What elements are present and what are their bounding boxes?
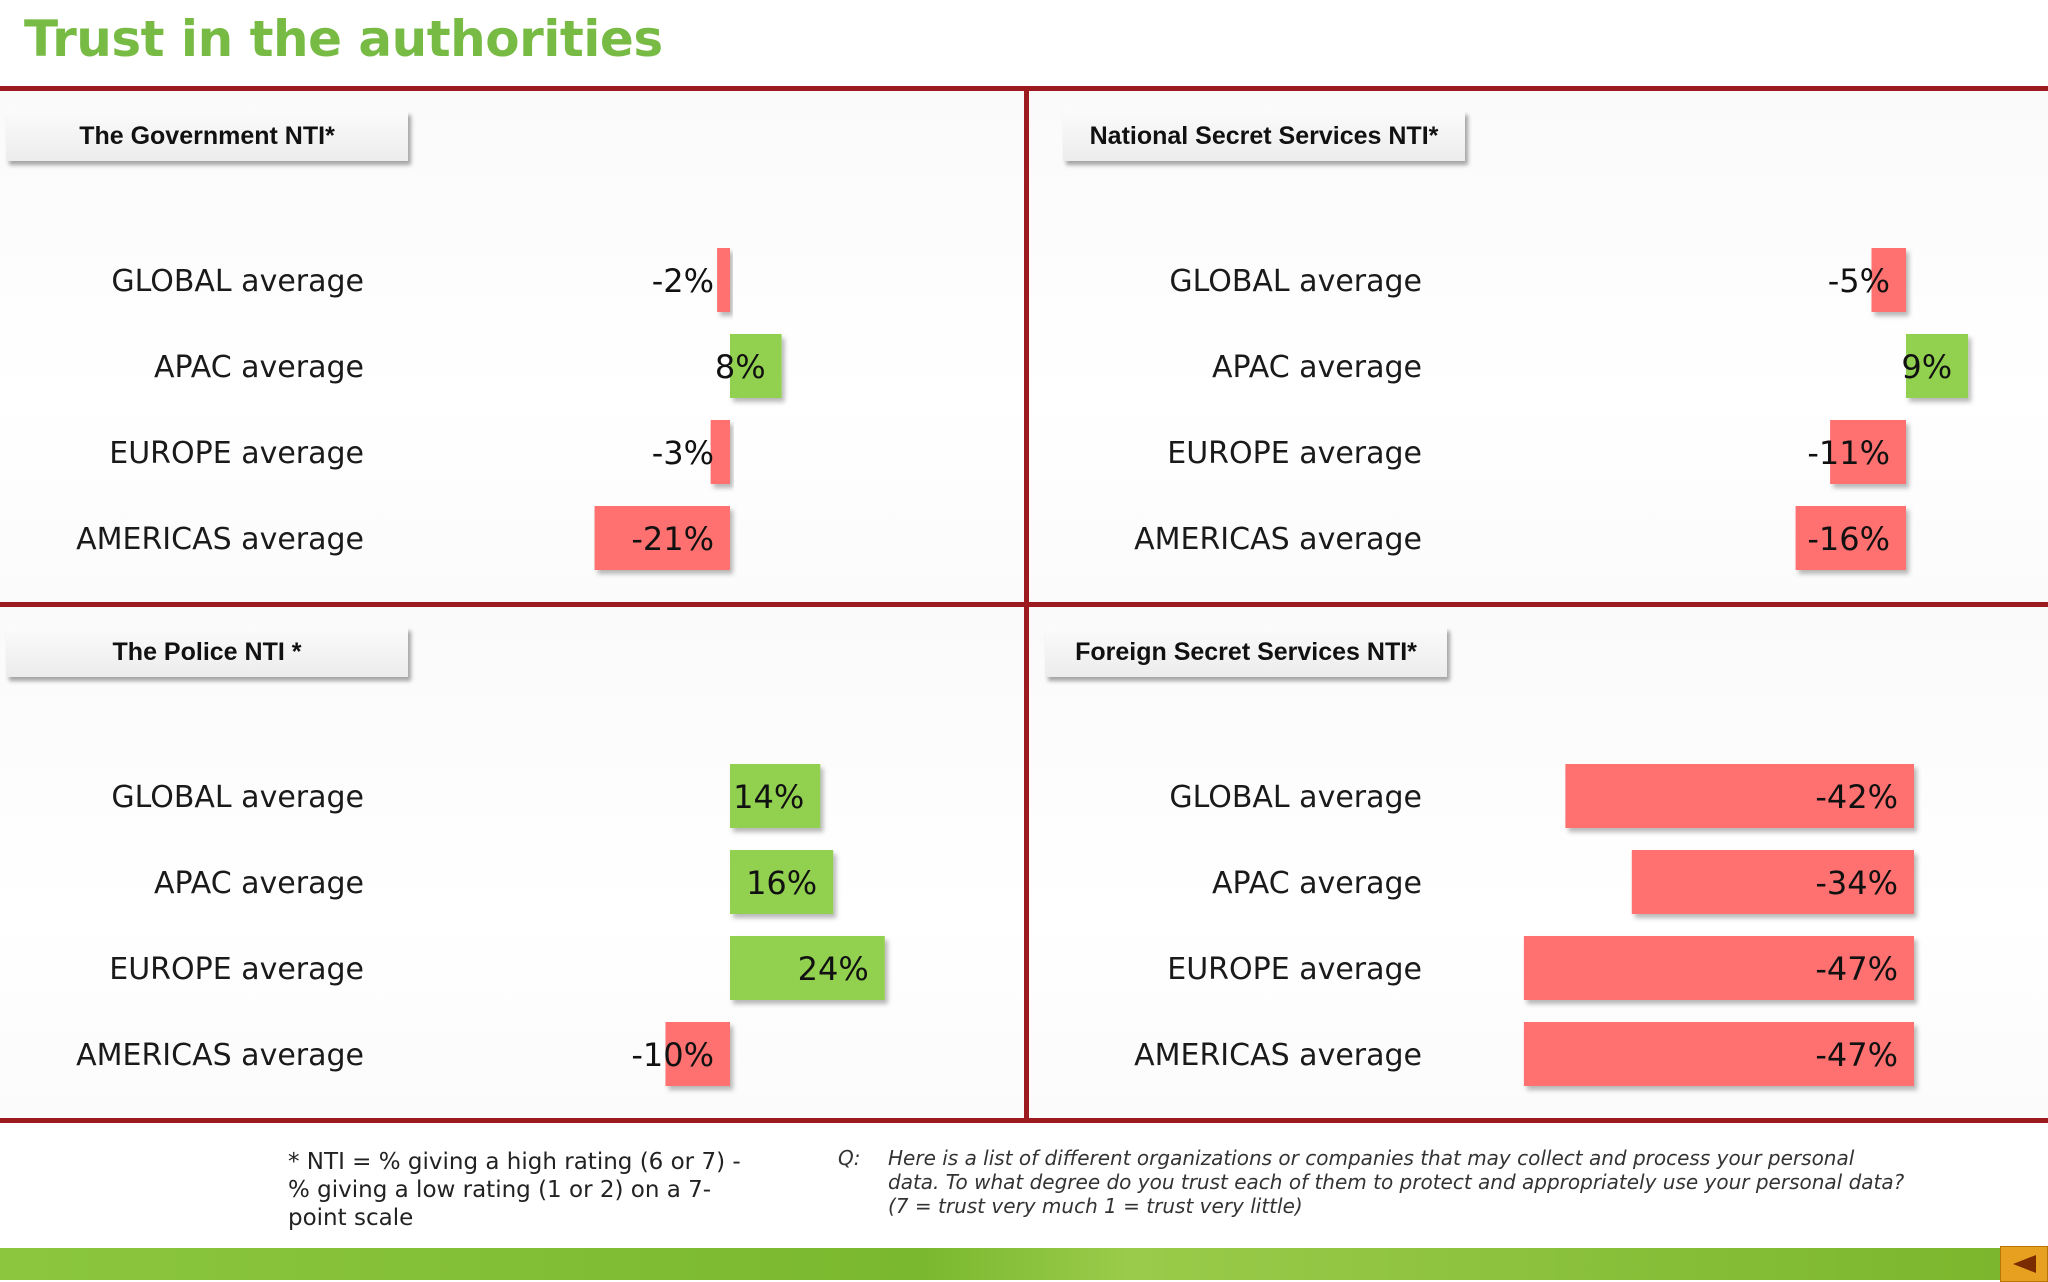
value-label: -34%: [1815, 864, 1898, 902]
chart-panel-police: The Police NTI * GLOBAL average 14% APAC a…: [0, 607, 1024, 1118]
category-label: APAC average: [154, 866, 364, 901]
category-label: APAC average: [1212, 350, 1422, 385]
bar: [1871, 248, 1906, 312]
value-label: -10%: [631, 1036, 714, 1074]
bar-chart-police: GLOBAL average 14% APAC average 16% EUROPE a…: [76, 764, 885, 1086]
bar: [730, 334, 782, 398]
value-label: -47%: [1815, 950, 1898, 988]
category-label: APAC average: [1212, 866, 1422, 901]
category-label: EUROPE average: [109, 436, 364, 471]
question-label: Q:: [838, 1146, 861, 1170]
footer-bar: [0, 1248, 2048, 1280]
category-label: AMERICAS average: [76, 522, 364, 557]
category-label: APAC average: [154, 350, 364, 385]
panel-title: National Secret Services NTI*: [1063, 111, 1465, 161]
category-label: GLOBAL average: [111, 780, 364, 815]
center-divider: [1024, 86, 1029, 1123]
category-label: AMERICAS average: [76, 1038, 364, 1073]
panel-title: The Government NTI*: [6, 111, 408, 161]
chart-panel-national-secret-services: National Secret Services NTI* GLOBAL ave…: [1029, 91, 2048, 602]
bar: [1795, 506, 1906, 570]
bar: [1523, 1022, 1914, 1086]
bar: [1565, 764, 1914, 828]
bar: [717, 248, 730, 312]
value-label: -47%: [1815, 1036, 1898, 1074]
bar: [1906, 334, 1969, 398]
value-label: -42%: [1815, 778, 1898, 816]
value-label: 16%: [746, 864, 817, 902]
bar: [730, 850, 834, 914]
category-label: AMERICAS average: [1134, 1038, 1422, 1073]
value-label: -11%: [1807, 434, 1890, 472]
category-label: GLOBAL average: [1169, 264, 1422, 299]
value-label: -16%: [1807, 520, 1890, 558]
triangle-left-icon: [2013, 1255, 2036, 1273]
value-label: 24%: [798, 950, 869, 988]
panel-title: Foreign Secret Services NTI*: [1045, 627, 1447, 677]
bar-chart-government: GLOBAL average -2% APAC average 8% EUROPE av…: [76, 248, 782, 570]
page-title: Trust in the authorities: [24, 10, 663, 68]
bar: [730, 764, 821, 828]
bar-chart-foreign-secret-services: GLOBAL average -42% APAC average -34% EUROPE…: [1134, 764, 1914, 1086]
category-label: GLOBAL average: [111, 264, 364, 299]
value-label: -3%: [652, 434, 714, 472]
category-label: EUROPE average: [1167, 952, 1422, 987]
bar: [730, 936, 885, 1000]
value-label: 9%: [1901, 348, 1952, 386]
bar: [594, 506, 730, 570]
value-label: -21%: [631, 520, 714, 558]
chart-panel-foreign-secret-services: Foreign Secret Services NTI* GLOBAL aver…: [1029, 607, 2048, 1118]
category-label: EUROPE average: [1167, 436, 1422, 471]
nti-footnote: * NTI = % giving a high rating (6 or 7) …: [288, 1149, 741, 1231]
value-label: 14%: [733, 778, 804, 816]
chart-panel-government: The Government NTI* GLOBAL average -2% APA…: [0, 91, 1024, 602]
bar: [710, 420, 730, 484]
category-label: EUROPE average: [109, 952, 364, 987]
value-label: 8%: [715, 348, 766, 386]
bar-chart-national-secret-services: GLOBAL average -5% APAC average 9% EUROPE av…: [1134, 248, 1969, 570]
bar: [665, 1022, 730, 1086]
category-label: AMERICAS average: [1134, 522, 1422, 557]
bar: [1523, 936, 1914, 1000]
category-label: GLOBAL average: [1169, 780, 1422, 815]
bar: [1631, 850, 1914, 914]
value-label: -5%: [1828, 262, 1890, 300]
value-label: -2%: [652, 262, 714, 300]
question-text: Here is a list of different organization…: [888, 1146, 1905, 1218]
panel-title: The Police NTI *: [6, 627, 408, 677]
bar: [1830, 420, 1906, 484]
previous-slide-button[interactable]: [2000, 1246, 2048, 1282]
